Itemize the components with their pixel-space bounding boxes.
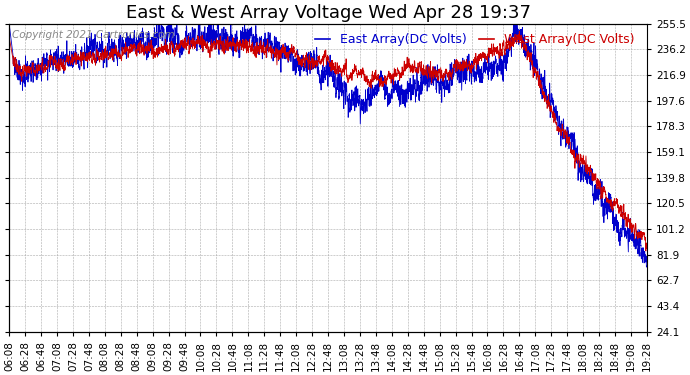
Title: East & West Array Voltage Wed Apr 28 19:37: East & West Array Voltage Wed Apr 28 19:… [126,4,531,22]
Text: Copyright 2021 Cartronics.com: Copyright 2021 Cartronics.com [12,30,175,40]
Legend: East Array(DC Volts), West Array(DC Volts): East Array(DC Volts), West Array(DC Volt… [310,28,640,51]
